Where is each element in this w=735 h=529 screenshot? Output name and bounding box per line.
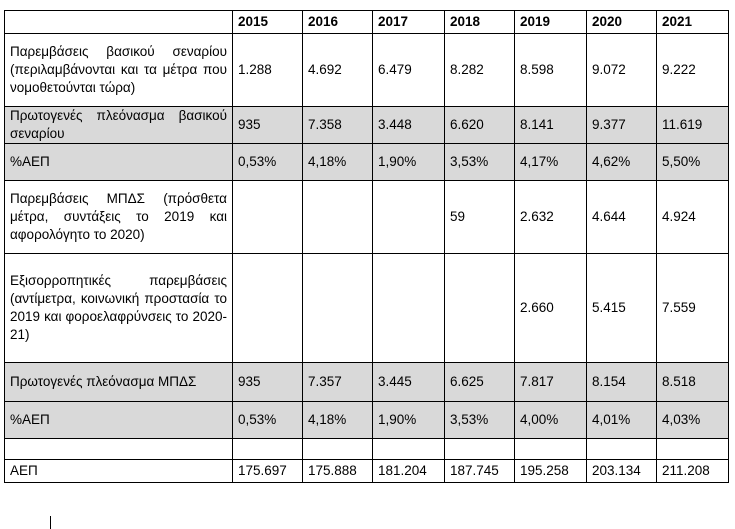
table-cell xyxy=(372,253,445,363)
row-label: Πρωτογενές πλεόνασμα βασικού σεναρίου xyxy=(4,106,233,144)
table-cell: 211.208 xyxy=(656,459,729,483)
table-cell: 0,53% xyxy=(232,143,303,181)
table-cell: 2.632 xyxy=(514,180,587,254)
table-cell: 9.222 xyxy=(656,33,729,107)
row-label: %ΑΕΠ xyxy=(4,401,233,439)
table-row: Πρωτογενές πλεόνασμα ΜΠΔΣ 935 7.357 3.445 6.… xyxy=(4,362,729,402)
table-row: Εξισορροπητικές παρεμβάσεις (αντίμετρα, … xyxy=(4,253,729,363)
table-cell: 175.888 xyxy=(302,459,373,483)
header-cell: 2019 xyxy=(514,10,587,34)
header-row: 2015 2016 2017 2018 2019 2020 2021 xyxy=(4,10,729,34)
table-cell: 4,17% xyxy=(514,143,587,181)
table-cell: 6.479 xyxy=(372,33,445,107)
header-cell: 2015 xyxy=(232,10,303,34)
table-cell: 8.598 xyxy=(514,33,587,107)
table-cell: 935 xyxy=(232,106,303,144)
table-cell: 8.141 xyxy=(514,106,587,144)
row-label xyxy=(4,438,233,460)
table-cell: 5,50% xyxy=(656,143,729,181)
header-cell xyxy=(4,10,233,34)
table-cell xyxy=(372,438,445,460)
table-cell xyxy=(232,438,303,460)
table-cell: 175.697 xyxy=(232,459,303,483)
table-cell: 0,53% xyxy=(232,401,303,439)
header-cell: 2017 xyxy=(372,10,445,34)
table-cell xyxy=(232,253,303,363)
table-cell: 3,53% xyxy=(444,401,515,439)
table-cell xyxy=(302,438,373,460)
row-label: Πρωτογενές πλεόνασμα ΜΠΔΣ xyxy=(4,362,233,402)
table-cell: 1,90% xyxy=(372,143,445,181)
table-cell: 935 xyxy=(232,362,303,402)
table-cell: 8.518 xyxy=(656,362,729,402)
table-cell: 4,01% xyxy=(586,401,657,439)
table-row: Πρωτογενές πλεόνασμα βασικού σεναρίου 935… xyxy=(4,106,729,144)
header-cell: 2021 xyxy=(656,10,729,34)
table-cell: 1.288 xyxy=(232,33,303,107)
table-cell: 4,03% xyxy=(656,401,729,439)
text-cursor xyxy=(50,516,51,529)
table-cell: 3.448 xyxy=(372,106,445,144)
table-cell: 6.625 xyxy=(444,362,515,402)
table-cell: 4,00% xyxy=(514,401,587,439)
row-label: Παρεμβάσεις βασικού σεναρίου (περιλαμβάν… xyxy=(4,33,233,107)
table-cell: 4.644 xyxy=(586,180,657,254)
table-cell: 187.745 xyxy=(444,459,515,483)
table-row: Παρεμβάσεις βασικού σεναρίου (περιλαμβάν… xyxy=(4,33,729,107)
table-cell: 5.415 xyxy=(586,253,657,363)
table-cell: 9.072 xyxy=(586,33,657,107)
row-label: %ΑΕΠ xyxy=(4,143,233,181)
row-label: ΑΕΠ xyxy=(4,459,233,483)
table-cell: 8.282 xyxy=(444,33,515,107)
table-row: ΑΕΠ 175.697 175.888 181.204 187.745 195.258 20… xyxy=(4,459,729,483)
table-cell: 203.134 xyxy=(586,459,657,483)
row-label: Εξισορροπητικές παρεμβάσεις (αντίμετρα, … xyxy=(4,253,233,363)
table-cell: 3,53% xyxy=(444,143,515,181)
table-cell: 4.692 xyxy=(302,33,373,107)
table-cell: 59 xyxy=(444,180,515,254)
table-cell: 3.445 xyxy=(372,362,445,402)
table-cell xyxy=(372,180,445,254)
table-cell: 181.204 xyxy=(372,459,445,483)
table-cell: 4,18% xyxy=(302,143,373,181)
table-row: Παρεμβάσεις ΜΠΔΣ (πρόσθετα μέτρα, συντάξ… xyxy=(4,180,729,254)
table-cell: 2.660 xyxy=(514,253,587,363)
table-row xyxy=(4,438,729,460)
table-cell: 7.358 xyxy=(302,106,373,144)
header-cell: 2016 xyxy=(302,10,373,34)
table-cell xyxy=(514,438,587,460)
header-cell: 2020 xyxy=(586,10,657,34)
header-cell: 2018 xyxy=(444,10,515,34)
table-cell xyxy=(586,438,657,460)
table-cell xyxy=(444,438,515,460)
table-cell xyxy=(302,180,373,254)
table-cell: 7.559 xyxy=(656,253,729,363)
table-row: %ΑΕΠ 0,53% 4,18% 1,90% 3,53% 4,00% 4,01% 4,03% xyxy=(4,401,729,439)
table-cell xyxy=(444,253,515,363)
table-cell: 195.258 xyxy=(514,459,587,483)
table-row: %ΑΕΠ 0,53% 4,18% 1,90% 3,53% 4,17% 4,62% 5,50% xyxy=(4,143,729,181)
row-label: Παρεμβάσεις ΜΠΔΣ (πρόσθετα μέτρα, συντάξ… xyxy=(4,180,233,254)
table-cell: 8.154 xyxy=(586,362,657,402)
table-cell: 9.377 xyxy=(586,106,657,144)
table-cell: 7.357 xyxy=(302,362,373,402)
table-cell: 11.619 xyxy=(656,106,729,144)
table-cell xyxy=(656,438,729,460)
table-cell: 6.620 xyxy=(444,106,515,144)
table-cell xyxy=(232,180,303,254)
table-cell xyxy=(302,253,373,363)
table-cell: 4,62% xyxy=(586,143,657,181)
table-cell: 4.924 xyxy=(656,180,729,254)
table-cell: 1,90% xyxy=(372,401,445,439)
table-cell: 4,18% xyxy=(302,401,373,439)
table-cell: 7.817 xyxy=(514,362,587,402)
data-table: 2015 2016 2017 2018 2019 2020 2021 Παρεμ… xyxy=(4,10,729,483)
